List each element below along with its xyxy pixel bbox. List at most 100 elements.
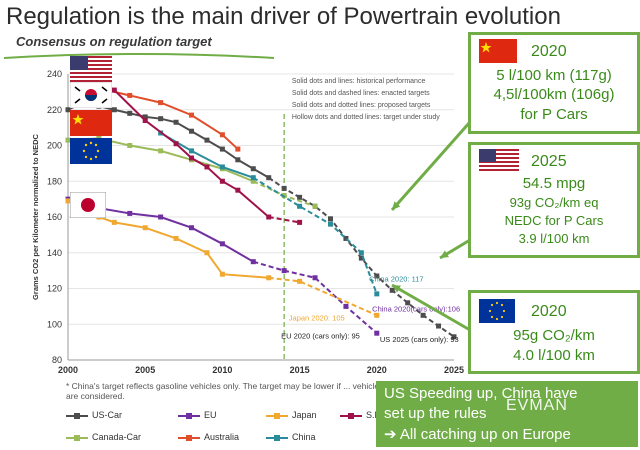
- legend-swatch: [66, 434, 88, 442]
- data-point: [173, 235, 179, 241]
- data-point: [189, 112, 195, 118]
- arrow-us-head: [440, 250, 449, 258]
- data-point: [189, 128, 195, 134]
- data-point: [327, 216, 333, 222]
- legend-swatch: [340, 412, 362, 420]
- data-point: [374, 291, 380, 297]
- legend-item: Australia: [178, 432, 239, 442]
- data-point: [266, 175, 272, 181]
- subtitle-underline: [4, 53, 274, 59]
- china-flag-icon: [70, 110, 112, 136]
- legend-label: China: [292, 432, 316, 442]
- data-point: [204, 250, 210, 256]
- data-point: [219, 164, 225, 170]
- data-point: [297, 278, 303, 284]
- chart-note: Solid dots and dashed lines: enacted tar…: [292, 90, 430, 97]
- data-point: [111, 87, 117, 93]
- data-point: [142, 225, 148, 231]
- data-point: [158, 214, 164, 220]
- japan-flag-icon: [70, 192, 106, 218]
- data-point: [281, 268, 287, 274]
- eu-flag-icon: [70, 138, 112, 164]
- data-point: [250, 175, 256, 181]
- summary-banner: US Speeding up, China have set up the ru…: [376, 381, 638, 447]
- eu-flag-icon: [479, 299, 515, 323]
- data-point: [235, 146, 241, 152]
- data-point: [250, 259, 256, 265]
- box-line: for P Cars: [520, 106, 588, 123]
- box-line: 4,5l/100km (106g): [493, 86, 615, 103]
- data-point: [219, 241, 225, 247]
- data-point: [65, 198, 71, 204]
- data-point: [374, 312, 380, 318]
- data-point: [219, 132, 225, 138]
- page-subtitle: Consensus on regulation target: [16, 34, 212, 49]
- data-point: [374, 273, 380, 279]
- data-point: [189, 155, 195, 161]
- data-point: [297, 219, 303, 225]
- x-tick-label: 2015: [290, 365, 310, 375]
- data-point: [235, 157, 241, 163]
- data-point: [451, 334, 457, 340]
- legend-label: Australia: [204, 432, 240, 442]
- box-year: 2020: [531, 303, 567, 320]
- arrow-eu-head: [392, 285, 401, 293]
- data-point: [219, 146, 225, 152]
- data-point: [358, 255, 364, 261]
- legend-swatch: [66, 412, 88, 420]
- watermark: EVMAN: [506, 397, 568, 414]
- box-line: 95g CO₂/km: [513, 327, 595, 344]
- chart-note: Solid dots and dotted lines: proposed ta…: [292, 102, 431, 109]
- y-tick-label: 180: [47, 176, 62, 186]
- x-tick-label: 2025: [444, 365, 464, 375]
- arrow-china: [390, 121, 472, 211]
- x-tick-label: 2000: [58, 365, 78, 375]
- data-point: [158, 100, 164, 106]
- data-point: [312, 203, 318, 209]
- data-point: [420, 312, 426, 318]
- box-line: 54.5 mpg: [522, 175, 586, 192]
- data-point: [173, 119, 179, 125]
- data-point: [343, 235, 349, 241]
- data-point: [111, 107, 117, 113]
- chart-note: Hollow dots and dotted lines: target und…: [292, 114, 440, 121]
- banner-line: set up the rules: [384, 405, 487, 422]
- x-tick-label: 2020: [367, 365, 387, 375]
- box-line: 4.0 l/100 km: [513, 347, 595, 364]
- box-line: 93g CO₂/km eq: [509, 195, 599, 210]
- legend-item: Canada-Car: [66, 432, 141, 442]
- banner-line: US Speeding up, China have: [384, 385, 578, 402]
- legend-swatch: [266, 434, 288, 442]
- arrow-china-head: [392, 201, 401, 210]
- usa-flag-icon: [70, 56, 112, 82]
- box-line: NEDC for P Cars: [504, 213, 604, 228]
- legend-item: US-Car: [66, 410, 122, 420]
- y-tick-label: 160: [47, 212, 62, 222]
- data-point: [436, 323, 442, 329]
- data-point: [204, 137, 210, 143]
- series-line: [113, 89, 270, 218]
- annotation-china: China 2020: 117: [369, 274, 424, 283]
- y-tick-label: 140: [47, 248, 62, 258]
- china-flag-icon: [479, 39, 517, 63]
- data-point: [189, 225, 195, 231]
- data-point: [312, 275, 318, 281]
- data-point: [219, 271, 225, 277]
- data-point: [127, 92, 133, 98]
- eu-2020-target-box: 2020 95g CO₂/km 4.0 l/100 km: [468, 290, 640, 374]
- series-line: [268, 276, 378, 317]
- data-point: [250, 178, 256, 184]
- y-tick-label: 100: [47, 319, 62, 329]
- annotation-japan: Japan 2020: 105: [289, 314, 345, 323]
- data-point: [358, 250, 364, 256]
- x-tick-label: 2005: [135, 365, 155, 375]
- legend-label: Canada-Car: [92, 432, 142, 442]
- data-point: [127, 110, 133, 116]
- box-line: 3.9 l/100 km: [518, 231, 590, 246]
- usa-flag-icon: [479, 149, 519, 173]
- y-tick-label: 120: [47, 284, 62, 294]
- box-year: 2020: [531, 43, 567, 60]
- legend-label: EU: [204, 410, 217, 420]
- annotation-eu: EU 2020 (cars only): 95: [281, 332, 360, 341]
- data-point: [65, 137, 71, 143]
